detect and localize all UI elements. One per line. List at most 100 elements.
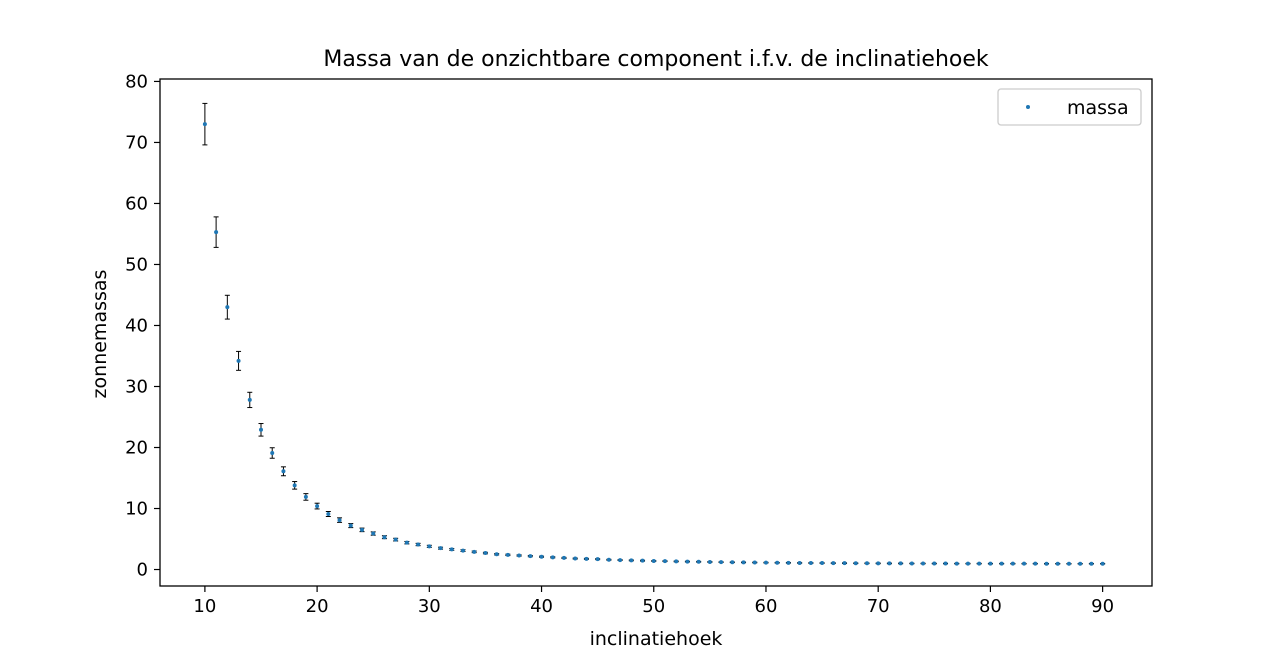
data-point: [719, 560, 723, 564]
x-tick-label: 20: [306, 596, 329, 617]
data-point: [730, 560, 734, 564]
legend-marker: [1026, 105, 1030, 109]
data-point: [304, 495, 308, 499]
data-point: [910, 561, 914, 565]
data-point: [764, 561, 768, 565]
data-point: [663, 559, 667, 563]
data-point: [798, 561, 802, 565]
data-point: [427, 544, 431, 548]
data-point: [887, 561, 891, 565]
data-point: [338, 518, 342, 522]
chart-title: Massa van de onzichtbare component i.f.v…: [323, 47, 989, 72]
data-point: [461, 549, 465, 553]
data-point: [1101, 562, 1105, 566]
data-point: [506, 553, 510, 557]
y-tick-label: 50: [125, 254, 148, 275]
data-point: [1056, 562, 1060, 566]
data-point: [1000, 562, 1004, 566]
data-point: [697, 560, 701, 564]
data-point: [753, 561, 757, 565]
data-point: [495, 552, 499, 556]
data-point: [966, 562, 970, 566]
data-point: [618, 558, 622, 562]
data-point: [843, 561, 847, 565]
data-point: [876, 561, 880, 565]
data-point: [248, 398, 252, 402]
y-tick-label: 20: [125, 438, 148, 459]
x-tick-label: 10: [193, 596, 216, 617]
data-point: [517, 553, 521, 557]
x-tick-label: 30: [418, 596, 441, 617]
data-point: [293, 483, 297, 487]
y-tick-label: 70: [125, 132, 148, 153]
data-point: [203, 122, 207, 126]
data-point: [1033, 562, 1037, 566]
legend: massa: [998, 89, 1141, 125]
data-point: [988, 562, 992, 566]
data-point: [472, 550, 476, 554]
data-point: [450, 547, 454, 551]
x-tick-label: 90: [1091, 596, 1114, 617]
y-axis-label: zonnemassas: [89, 270, 111, 399]
data-point: [831, 561, 835, 565]
data-point: [326, 512, 330, 516]
data-point: [742, 560, 746, 564]
data-point: [416, 543, 420, 547]
data-point: [685, 560, 689, 564]
data-point: [371, 532, 375, 536]
data-point: [259, 428, 263, 432]
x-tick-label: 40: [530, 596, 553, 617]
data-point: [1067, 562, 1071, 566]
y-tick-label: 60: [125, 193, 148, 214]
data-point: [955, 562, 959, 566]
data-point: [944, 562, 948, 566]
data-point: [641, 559, 645, 563]
data-point: [652, 559, 656, 563]
data-point: [360, 528, 364, 532]
data-point: [483, 551, 487, 555]
data-point: [674, 559, 678, 563]
data-point: [775, 561, 779, 565]
data-point: [854, 561, 858, 565]
data-point: [382, 535, 386, 539]
legend-label: massa: [1067, 97, 1129, 119]
data-point: [315, 504, 319, 508]
data-point: [281, 469, 285, 473]
y-tick-label: 10: [125, 499, 148, 520]
data-point: [394, 538, 398, 542]
x-tick-label: 60: [755, 596, 778, 617]
y-tick-label: 0: [137, 560, 148, 581]
data-point: [1045, 562, 1049, 566]
data-point: [584, 557, 588, 561]
data-point: [237, 359, 241, 363]
data-point: [932, 562, 936, 566]
data-point: [439, 546, 443, 550]
data-point: [349, 524, 353, 528]
data-point: [1011, 562, 1015, 566]
data-point: [551, 555, 555, 559]
data-point: [977, 562, 981, 566]
x-axis-label: inclinatiehoek: [590, 628, 723, 650]
data-point: [562, 556, 566, 560]
data-point: [708, 560, 712, 564]
data-point: [270, 451, 274, 455]
data-point: [899, 561, 903, 565]
data-point: [1022, 562, 1026, 566]
data-point: [528, 554, 532, 558]
y-tick-label: 80: [125, 71, 148, 92]
data-point: [214, 230, 218, 234]
data-point: [809, 561, 813, 565]
data-point: [786, 561, 790, 565]
data-point: [596, 557, 600, 561]
data-point: [405, 541, 409, 545]
data-point: [820, 561, 824, 565]
data-point: [607, 558, 611, 562]
data-point: [1089, 562, 1093, 566]
x-tick-label: 80: [979, 596, 1002, 617]
y-tick-label: 30: [125, 376, 148, 397]
data-point: [1078, 562, 1082, 566]
y-tick-label: 40: [125, 315, 148, 336]
data-point: [629, 558, 633, 562]
